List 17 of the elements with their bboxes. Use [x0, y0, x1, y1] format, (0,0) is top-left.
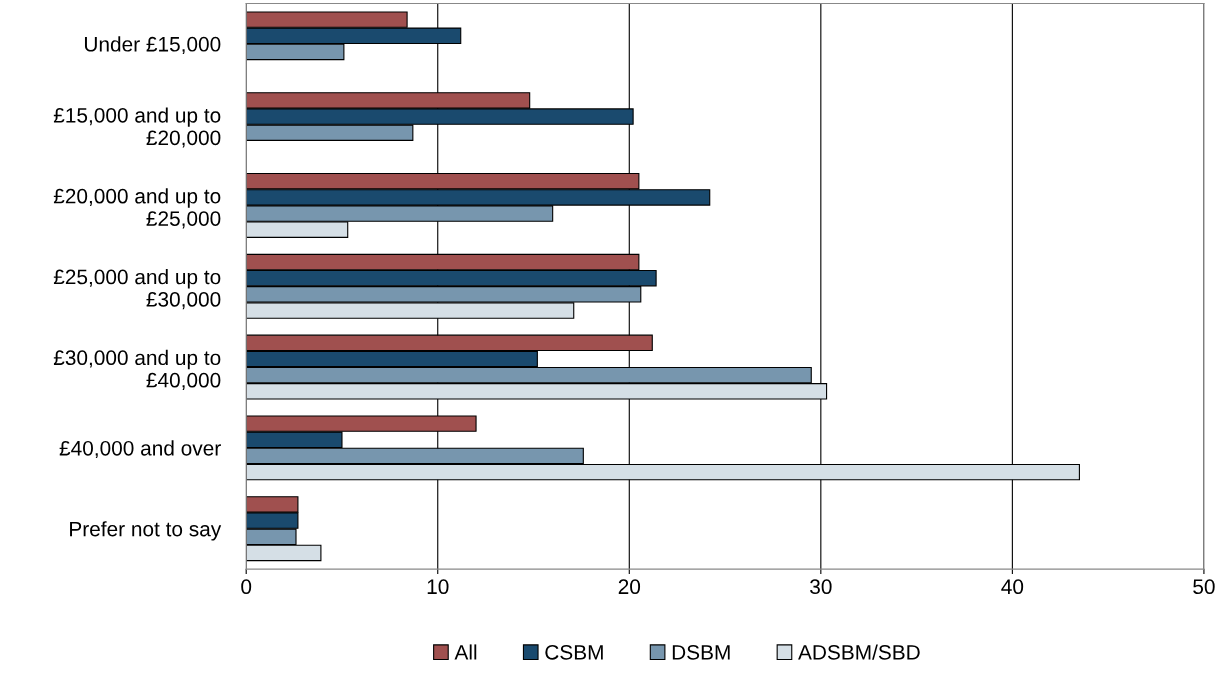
y-tick-label: £25,000 and up to £30,000 [53, 269, 221, 310]
legend-label: CSBM [545, 644, 603, 660]
y-tick-label: £30,000 and up to £40,000 [53, 349, 221, 391]
x-tick-label: 50 [1193, 579, 1215, 595]
legend-label: DSBM [672, 644, 730, 660]
x-tick-label: 20 [618, 579, 641, 595]
y-tick-label: Under £15,000 [84, 36, 221, 55]
y-tick-label: Prefer not to say [70, 521, 222, 541]
legend-label: All [454, 644, 477, 660]
y-tick-label: £20,000 and up to £25,000 [53, 188, 221, 229]
x-tick-label: 30 [810, 579, 832, 595]
y-tick-label: £40,000 and over [59, 440, 221, 459]
legend-label: ADSBM/SBD [798, 644, 920, 660]
y-tick-label: £15,000 and up to £20,000 [53, 107, 221, 148]
x-tick-label: 10 [427, 579, 449, 595]
x-tick-label: 40 [1001, 579, 1024, 595]
x-tick-label: 0 [241, 579, 252, 595]
